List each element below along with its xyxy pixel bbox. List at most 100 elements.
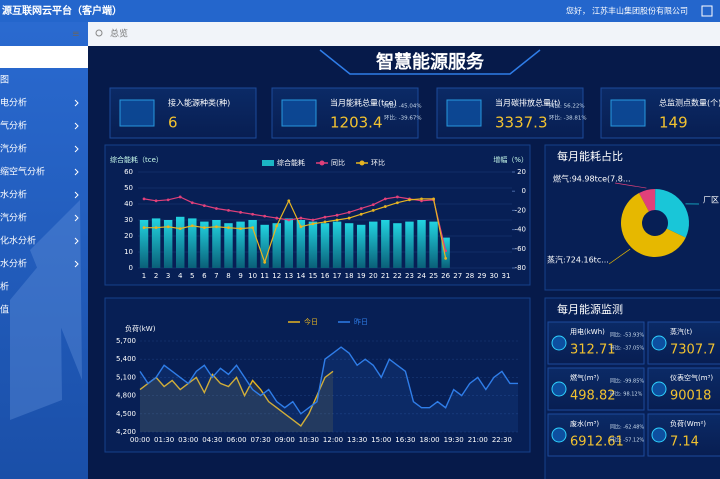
menu-item[interactable]: 汽分析 [0,212,27,224]
chevron [74,260,79,268]
x-tick-label: 4 [178,272,183,280]
kpi-icon [119,99,155,127]
bar [320,223,330,268]
x-tick-label: 19:30 [444,436,464,444]
x-tick-label: 25 [429,272,438,280]
kpi-value: 6 [168,114,178,132]
line [139,346,518,415]
point [408,198,411,202]
monitor-value: 90018 [670,389,711,404]
point [371,209,375,212]
point [323,220,327,224]
chevron [74,214,79,222]
bar [224,223,233,268]
menu-item[interactable]: 汽分析 [0,143,27,155]
kpi-mom: 环比: -39.67% [384,114,422,122]
bar [260,224,269,268]
breadcrumb[interactable]: 总览 [110,28,128,40]
x-tick-label: 6 [202,272,207,280]
point [383,197,387,201]
bar [369,221,378,268]
bar [212,220,221,268]
legend-label: 今日 [304,317,318,326]
bar [441,237,450,268]
legend-label: 环比 [371,158,385,167]
logout-icon[interactable] [701,5,713,17]
sidebar [0,22,88,479]
x-tick-label: 04:30 [202,436,222,444]
kpi-label: 当月能耗总量(tce) [330,98,397,108]
kpi-yoy: 同比: 56.22% [549,102,585,110]
bar [163,220,173,268]
x-tick-label: 15:00 [371,436,391,444]
x-tick-label: 09:00 [275,436,295,444]
monitor-label: 用电(kWh) [570,327,605,336]
x-tick-label: 27 [453,272,462,280]
monitor-icon [651,335,667,351]
kpi-label: 当月碳排放总量(t) [495,98,560,108]
menu-item[interactable]: 水分析 [0,258,27,270]
menu-item[interactable]: 图 [0,75,9,86]
pie-label: 厂区 [703,196,719,205]
bar [200,221,209,268]
y-tick-label: 30 [124,216,133,224]
monitor-mom: 环比: -57.12% [610,437,644,444]
x-tick-label: 07:30 [251,436,271,444]
point [190,201,194,205]
menu-item[interactable]: 缩空气分析 [0,166,45,178]
point [420,199,423,203]
menu-item[interactable]: 化水分析 [0,235,36,247]
point [263,260,267,264]
axis-title: 综合能耗（tce） [110,155,163,164]
monitor-icon [551,427,567,443]
monitor-icon [651,381,667,397]
x-tick-label: 18 [345,272,354,280]
bar [296,220,306,268]
kpi-value: 1203.4 [330,114,383,132]
menu-item[interactable]: 气分析 [0,120,27,132]
menu-item[interactable]: 值 [0,304,9,316]
title-frame [319,49,541,75]
kpi-yoy: 同比: -45.04% [384,102,422,110]
pie-slice [639,189,656,212]
x-tick-label: 14 [296,272,305,280]
x-tick-label: 18:00 [419,436,439,444]
leader-line [614,182,647,189]
y-tick-label: 20 [124,232,133,240]
y2-tick-label: 0 [522,187,526,195]
pie-label: 燃气:94.98tce(7.8... [553,174,631,184]
point [142,197,146,201]
point [359,207,363,210]
dashboard-title: 智慧能源服务 [376,51,485,73]
y2-tick-label: -20 [515,206,526,214]
bar [405,221,414,268]
y2-tick-label: -60 [515,245,526,253]
chevron [74,168,79,176]
kpi-label: 接入能源种类(种) [168,98,230,108]
point [142,226,146,230]
bar [429,221,438,268]
panel-title: 每月能耗占比 [557,149,623,163]
collapse-icon[interactable]: ≡ [72,30,80,40]
panel [104,297,531,453]
x-tick-label: 10 [248,272,257,280]
x-tick-label: 29 [477,272,486,280]
sidebar-search[interactable] [0,46,88,68]
bar [332,221,342,268]
point [154,226,158,230]
point [251,226,255,230]
bar [381,220,390,268]
menu-item[interactable]: 析 [0,281,9,293]
menu-item[interactable]: 水分析 [0,189,27,201]
point [178,195,182,199]
monitor-yoy: 同比: -99.85% [610,378,644,385]
menu-item[interactable]: 电分析 [0,97,27,109]
legend-swatch [319,160,325,166]
point [347,210,351,214]
chevron [74,191,79,199]
location-icon [95,29,103,37]
chevron [74,145,79,153]
chevron [74,122,79,130]
